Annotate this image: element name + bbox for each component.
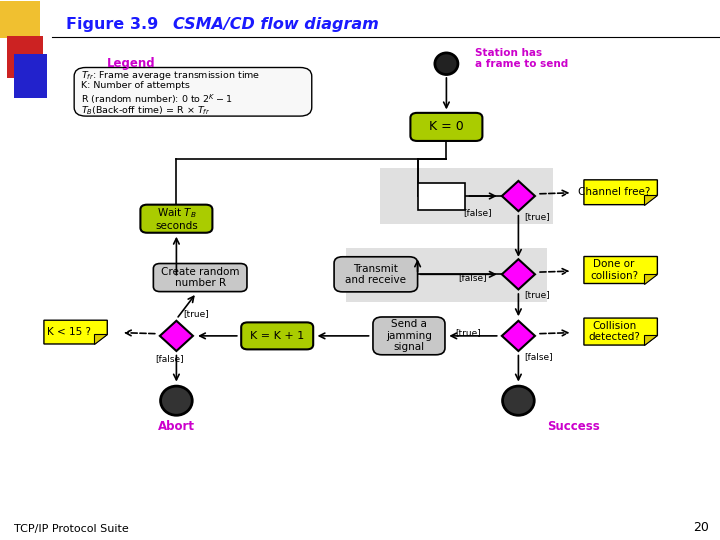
Polygon shape — [44, 320, 107, 344]
Polygon shape — [584, 318, 657, 345]
Bar — [346, 248, 547, 302]
Bar — [418, 183, 465, 210]
Text: [false]: [false] — [459, 273, 487, 282]
Text: [false]: [false] — [155, 354, 184, 363]
Text: Channel free?: Channel free? — [578, 187, 650, 197]
Text: Collision
detected?: Collision detected? — [588, 321, 640, 342]
Text: Station has
a frame to send: Station has a frame to send — [475, 48, 569, 69]
Ellipse shape — [435, 53, 458, 75]
Text: [true]: [true] — [524, 212, 550, 221]
Text: K = 0: K = 0 — [429, 120, 464, 133]
Text: [true]: [true] — [455, 328, 481, 337]
Polygon shape — [584, 180, 657, 205]
Bar — [380, 167, 553, 225]
Text: Wait $T_B$
seconds: Wait $T_B$ seconds — [155, 206, 198, 232]
Text: [false]: [false] — [524, 352, 553, 361]
FancyBboxPatch shape — [410, 113, 482, 141]
Polygon shape — [502, 321, 535, 351]
Text: $T_B$(Back-off time) = R $\times$ $T_{fr}$: $T_B$(Back-off time) = R $\times$ $T_{fr… — [81, 105, 210, 117]
Polygon shape — [94, 334, 107, 344]
Text: [true]: [true] — [524, 291, 550, 299]
Polygon shape — [644, 335, 657, 345]
Text: Create random
number R: Create random number R — [161, 267, 240, 288]
Text: K: Number of attempts: K: Number of attempts — [81, 81, 189, 90]
Text: [false]: [false] — [463, 208, 492, 217]
Bar — [7, 36, 43, 78]
Text: Success: Success — [547, 420, 600, 433]
Text: CSMA/CD flow diagram: CSMA/CD flow diagram — [173, 17, 379, 32]
Text: 20: 20 — [693, 521, 709, 534]
FancyBboxPatch shape — [373, 317, 445, 355]
Text: R (random number): 0 to $2^K - 1$: R (random number): 0 to $2^K - 1$ — [81, 93, 232, 106]
FancyBboxPatch shape — [140, 205, 212, 233]
Polygon shape — [502, 181, 535, 211]
FancyBboxPatch shape — [241, 322, 313, 349]
Polygon shape — [502, 259, 535, 289]
Polygon shape — [644, 274, 657, 284]
Text: Transmit
and receive: Transmit and receive — [346, 264, 406, 285]
Text: Legend: Legend — [107, 57, 156, 70]
Bar — [0, 1, 40, 38]
FancyBboxPatch shape — [74, 68, 312, 116]
Text: Figure 3.9: Figure 3.9 — [66, 17, 158, 32]
Polygon shape — [160, 321, 193, 351]
FancyBboxPatch shape — [334, 257, 418, 292]
Ellipse shape — [503, 386, 534, 415]
Text: Abort: Abort — [158, 420, 195, 433]
Text: K = K + 1: K = K + 1 — [250, 331, 305, 341]
Text: Send a
jamming
signal: Send a jamming signal — [386, 319, 432, 353]
Polygon shape — [644, 195, 657, 205]
Polygon shape — [584, 256, 657, 284]
Text: Done or
collision?: Done or collision? — [590, 259, 638, 281]
Text: TCP/IP Protocol Suite: TCP/IP Protocol Suite — [14, 523, 129, 534]
Bar — [14, 54, 47, 98]
Text: K < 15 ?: K < 15 ? — [47, 327, 91, 337]
Ellipse shape — [161, 386, 192, 415]
Text: [true]: [true] — [184, 309, 210, 318]
FancyBboxPatch shape — [153, 264, 247, 292]
Text: $T_{fr}$: Frame average transmission time: $T_{fr}$: Frame average transmission tim… — [81, 69, 260, 82]
